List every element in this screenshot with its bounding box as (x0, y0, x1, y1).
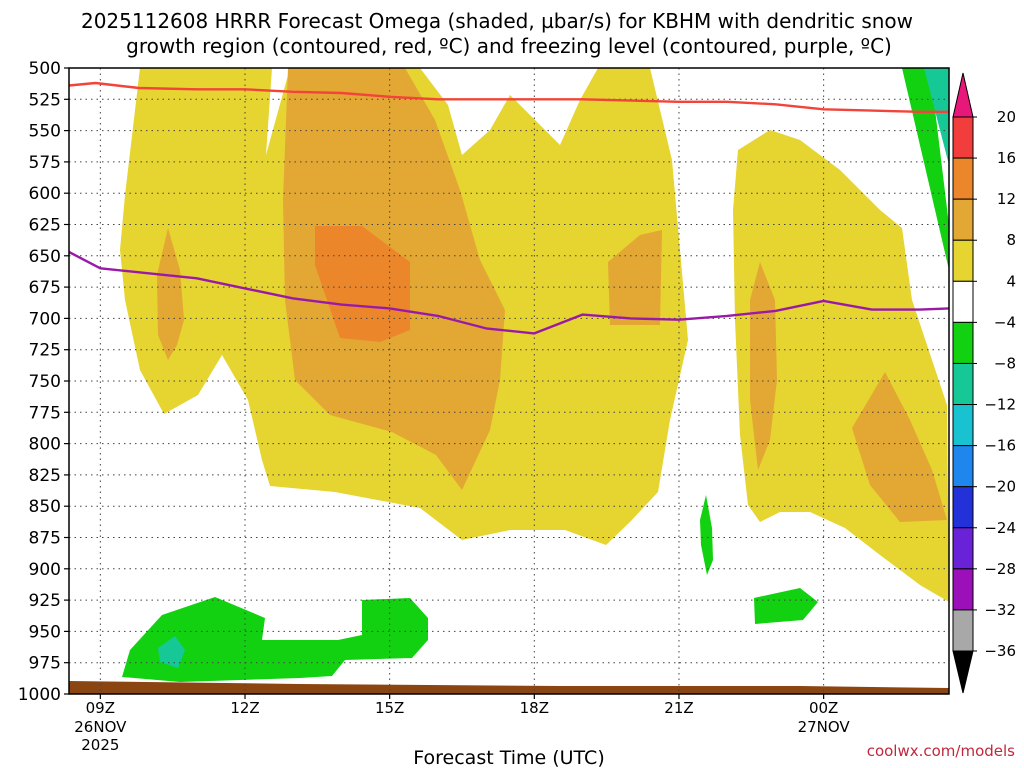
omega-shade-neg4-neg8-right (754, 588, 818, 624)
colorbar-bottom-arrow (952, 650, 974, 694)
colorbar-segment-3 (952, 239, 974, 282)
omega-shade-8-12-right (852, 372, 947, 522)
x-tick-year-09Z: 2025 (81, 736, 119, 754)
y-tick-label-950: 950 (29, 622, 61, 642)
omega-shade-8-12-mid (608, 230, 662, 325)
credit-link[interactable]: coolwx.com/models (867, 742, 1015, 760)
chart-title-line1: 2025112608 HRRR Forecast Omega (shaded, … (81, 9, 913, 33)
y-tick-label-500: 500 (29, 59, 61, 79)
colorbar-segment-4 (952, 280, 974, 323)
omega-shade-8-12-left (157, 228, 184, 360)
omega-shade-neg8-neg12-spot (158, 636, 185, 668)
colorbar-label-1: 16 (997, 149, 1016, 167)
colorbar-segment-10 (952, 527, 974, 570)
omega-shade-neg4-neg8-thin (700, 495, 713, 575)
colorbar-label-7: −12 (984, 396, 1016, 414)
omega-shading (69, 68, 949, 694)
colorbar-label-0: 20 (997, 108, 1016, 126)
y-tick-label-600: 600 (29, 184, 61, 204)
y-tick-label-650: 650 (29, 247, 61, 267)
colorbar-label-11: −28 (984, 560, 1016, 578)
y-tick-label-975: 975 (29, 654, 61, 674)
y-tick-label-550: 550 (29, 122, 61, 142)
series-line-0 (68, 81, 949, 114)
y-tick-label-750: 750 (29, 372, 61, 392)
y-tick-label-775: 775 (29, 403, 61, 423)
y-tick-label-725: 725 (29, 341, 61, 361)
y-axis: 500 525 550 575 600 625 650 675 700 725 750 775 800 8… (18, 59, 69, 705)
colorbar-label-4: 4 (1006, 272, 1016, 290)
y-tick-label-625: 625 (29, 216, 61, 236)
omega-shade-neg4-neg8-corner (902, 68, 949, 270)
colorbar-label-2: 12 (997, 190, 1016, 208)
series-line-1 (68, 250, 950, 335)
colorbar-label-12: −32 (984, 601, 1016, 619)
x-tick-label-21Z: 21Z (664, 699, 693, 717)
y-tick-label-850: 850 (29, 497, 61, 517)
y-tick-label-575: 575 (29, 153, 61, 173)
x-tick-label-00Z: 00Z (809, 699, 838, 717)
y-tick-label-825: 825 (29, 466, 61, 486)
colorbar-label-3: 8 (1006, 231, 1016, 249)
colorbar-segment-2 (952, 198, 974, 241)
colorbar-segment-1 (952, 157, 974, 200)
colorbar-segment-0 (952, 116, 974, 159)
y-tick-label-700: 700 (29, 309, 61, 329)
y-tick-label-525: 525 (29, 90, 61, 110)
colorbar-label-5: −4 (994, 313, 1016, 331)
x-tick-label-12Z: 12Z (230, 699, 259, 717)
colorbar-segment-5 (952, 321, 974, 364)
plot-area: 500 525 550 575 600 625 650 675 700 725 750 775 800 8… (18, 59, 950, 754)
colorbar-label-9: −20 (984, 478, 1016, 496)
omega-shade-12-16 (315, 226, 410, 342)
y-tick-label-800: 800 (29, 435, 61, 455)
colorbar: 20 16 12 8 4 −4 −8 −12 −16 −20 −24 −28 −32 −36 (952, 72, 1016, 694)
colorbar-label-13: −36 (984, 642, 1016, 660)
chart-title-line2: growth region (contoured, red, ºC) and f… (126, 34, 892, 58)
y-tick-label-900: 900 (29, 560, 61, 580)
contour-lines (68, 81, 950, 335)
x-tick-label-15Z: 15Z (375, 699, 404, 717)
terrain-fill (69, 681, 949, 694)
x-tick-date-09Z: 26NOV (74, 718, 127, 736)
colorbar-segment-8 (952, 445, 974, 488)
colorbar-label-10: −24 (984, 519, 1016, 537)
x-tick-label-09Z: 09Z (86, 699, 115, 717)
y-tick-label-925: 925 (29, 591, 61, 611)
colorbar-segment-7 (952, 404, 974, 447)
colorbar-segment-11 (952, 568, 974, 611)
colorbar-label-8: −16 (984, 437, 1016, 455)
y-tick-label-1000: 1000 (18, 685, 61, 705)
omega-shade-neg8-neg12-corner (924, 68, 949, 165)
grid (69, 68, 949, 694)
colorbar-label-6: −8 (994, 354, 1016, 372)
colorbar-top-arrow (952, 72, 974, 118)
colorbar-segment-12 (952, 609, 974, 652)
y-tick-label-675: 675 (29, 278, 61, 298)
x-tick-date-00Z: 27NOV (798, 718, 851, 736)
x-tick-label-18Z: 18Z (520, 699, 549, 717)
colorbar-segment-9 (952, 486, 974, 529)
x-axis-label: Forecast Time (UTC) (413, 747, 604, 768)
colorbar-segment-6 (952, 362, 974, 406)
omega-shade-neg4-neg8-left (122, 597, 428, 682)
y-tick-label-875: 875 (29, 529, 61, 549)
